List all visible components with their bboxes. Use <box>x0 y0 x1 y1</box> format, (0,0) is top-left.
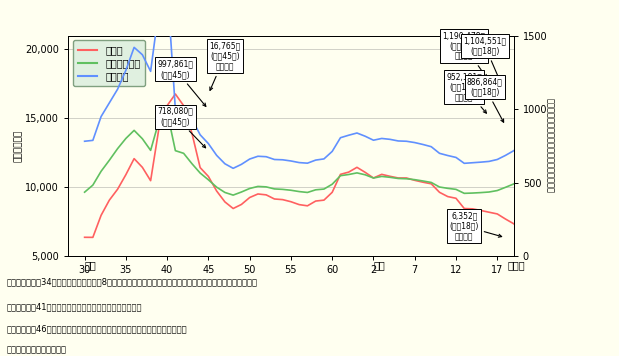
Text: 997,861人
(昭和45年): 997,861人 (昭和45年) <box>157 60 206 106</box>
Text: 16,765人
(昭和45年)
過去最多: 16,765人 (昭和45年) 過去最多 <box>209 41 241 90</box>
Text: 6,352人
(平成18年)
近年最少: 6,352人 (平成18年) 近年最少 <box>449 211 501 241</box>
Text: 952,191件
(平成16年)
過去最多: 952,191件 (平成16年) 過去最多 <box>446 72 487 113</box>
Text: 886,864件
(平成18年): 886,864件 (平成18年) <box>467 77 504 122</box>
Text: ３　昭和46年以前の件数、死者数及び死傷者数には、沖縄県を含まない。: ３ 昭和46年以前の件数、死者数及び死傷者数には、沖縄県を含まない。 <box>6 324 187 333</box>
Text: 資料）警察庁資料より作成: 資料）警察庁資料より作成 <box>6 345 66 354</box>
Text: ２　昭和41年以降の件数には、物損事故を含まない。: ２ 昭和41年以降の件数には、物損事故を含まない。 <box>6 303 142 312</box>
Y-axis label: 交通事故件数（千件）／死傷者数（千人）: 交通事故件数（千件）／死傷者数（千人） <box>545 99 555 193</box>
Y-axis label: 死者数（人）: 死者数（人） <box>14 130 22 162</box>
Text: （年）: （年） <box>507 261 525 271</box>
Legend: 死者数, 交通事故件数, 死傷者数: 死者数, 交通事故件数, 死傷者数 <box>73 41 145 86</box>
Text: 昭和: 昭和 <box>85 261 97 271</box>
Text: 平成: 平成 <box>373 261 385 271</box>
Text: 1,104,551人
(平成18年): 1,104,551人 (平成18年) <box>463 36 506 90</box>
Text: 718,080件
(昭和45年): 718,080件 (昭和45年) <box>157 107 206 148</box>
Text: 1,190,478人
(平成16年)
過去最多: 1,190,478人 (平成16年) 過去最多 <box>443 31 487 78</box>
Text: （注）１　昭和34年までは軽微な被害（8日未満の負傷、２万円以下の物的損害）事故は、含まれていない。: （注）１ 昭和34年までは軽微な被害（8日未満の負傷、２万円以下の物的損害）事故… <box>6 278 257 287</box>
